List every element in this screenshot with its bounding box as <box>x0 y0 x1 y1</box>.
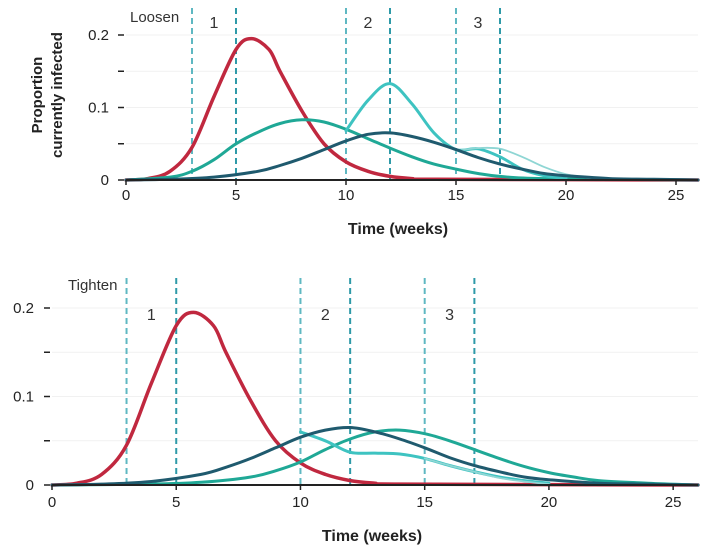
series-line-maintained <box>50 425 700 487</box>
panel-title-loosen: Loosen <box>130 9 179 26</box>
series-line-tighten-after-phase-1 <box>50 428 700 487</box>
tighten-panel: 1 2 3 0 5 10 15 20 25 0 0.1 0.2 Tighten Time (week… <box>13 277 700 545</box>
y-tick-label: 0 <box>101 172 109 189</box>
x-axis-title-loosen: Time (weeks) <box>348 221 448 238</box>
y-tick-label: 0 <box>26 477 34 494</box>
y-tick-label: 0.1 <box>88 100 109 117</box>
phase-label-2: 2 <box>321 307 330 324</box>
y-tick-label: 0.2 <box>13 300 34 317</box>
series-line-baseline <box>124 36 700 182</box>
x-tick-label: 15 <box>416 494 433 511</box>
x-tick-label: 10 <box>338 187 355 204</box>
panel-title-tighten: Tighten <box>68 277 117 294</box>
loosen-panel: 1 2 3 0 5 10 15 20 25 0 0.1 0.2 Loosen Time (weeks… <box>29 8 700 238</box>
phase-label-3: 3 <box>474 15 483 32</box>
x-tick-label: 0 <box>122 187 130 204</box>
y-tick-label: 0.2 <box>88 27 109 44</box>
x-tick-label: 20 <box>541 494 558 511</box>
y-axis-title-line2: currently infected <box>49 32 66 158</box>
y-tick-label: 0.1 <box>13 389 34 406</box>
phase-label-3: 3 <box>445 307 454 324</box>
x-tick-label: 5 <box>172 494 180 511</box>
series-line-maintained <box>124 131 700 182</box>
x-tick-label: 25 <box>665 494 682 511</box>
series-line-tighten-after-phase-3 <box>423 457 550 485</box>
y-axis-title-line1: Proportion <box>29 57 46 134</box>
phase-label-2: 2 <box>364 15 373 32</box>
x-tick-label: 25 <box>668 187 685 204</box>
x-tick-label: 0 <box>48 494 56 511</box>
x-tick-label: 20 <box>558 187 575 204</box>
phase-label-1: 1 <box>210 15 219 32</box>
series-line-loosen-after-phase-1 <box>124 118 700 182</box>
x-tick-label: 10 <box>292 494 309 511</box>
x-tick-label: 5 <box>232 187 240 204</box>
x-axis-title-tighten: Time (weeks) <box>322 528 422 545</box>
phase-label-1: 1 <box>147 307 156 324</box>
x-tick-label: 15 <box>448 187 465 204</box>
series-line-baseline <box>50 310 700 487</box>
